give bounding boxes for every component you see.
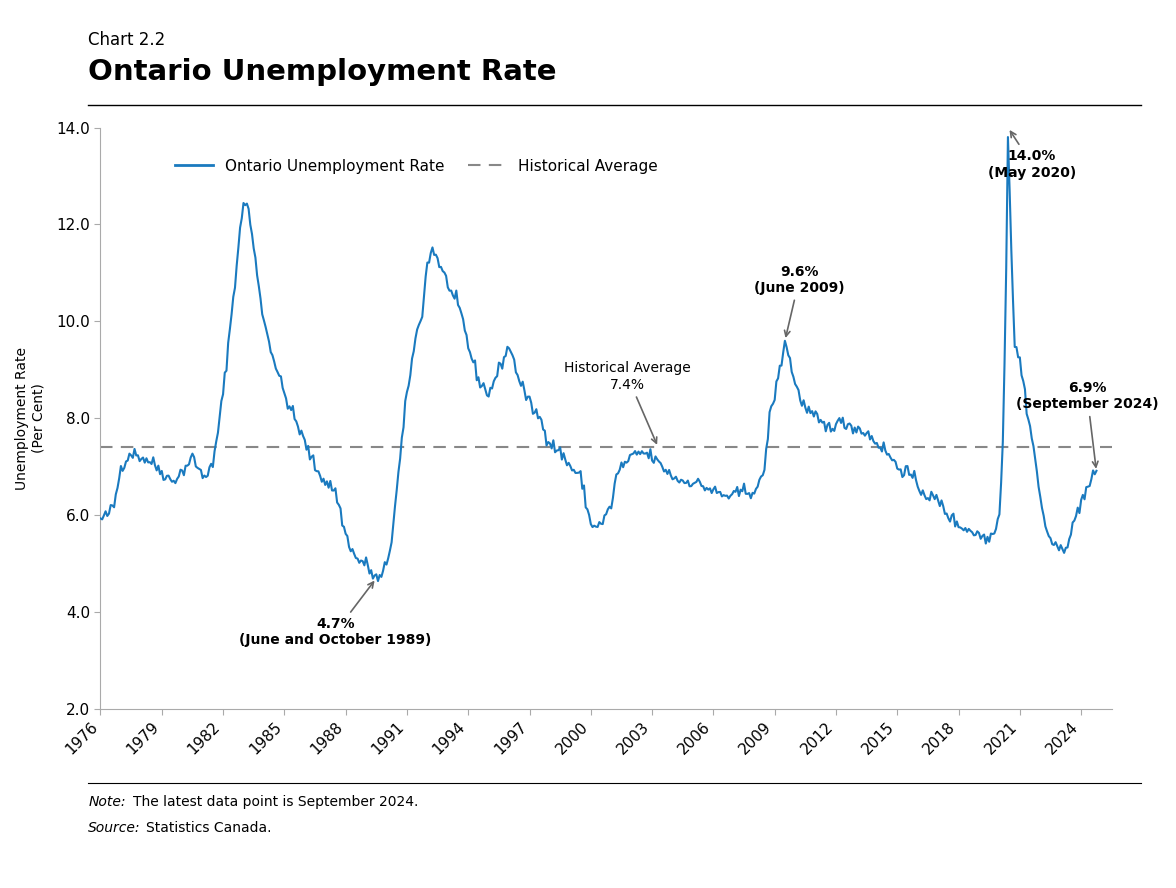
Text: Chart 2.2: Chart 2.2 xyxy=(88,31,166,49)
Text: Source:: Source: xyxy=(88,821,141,836)
Text: Note:: Note: xyxy=(88,795,126,809)
Text: 6.9%
(September 2024): 6.9% (September 2024) xyxy=(1016,381,1158,467)
Y-axis label: Unemployment Rate
(Per Cent): Unemployment Rate (Per Cent) xyxy=(15,347,45,490)
Text: The latest data point is September 2024.: The latest data point is September 2024. xyxy=(133,795,419,809)
Text: 4.7%
(June and October 1989): 4.7% (June and October 1989) xyxy=(239,582,432,647)
Text: Ontario Unemployment Rate: Ontario Unemployment Rate xyxy=(88,58,556,86)
Text: Statistics Canada.: Statistics Canada. xyxy=(146,821,272,836)
Text: 14.0%
(May 2020): 14.0% (May 2020) xyxy=(988,131,1076,179)
Legend: Ontario Unemployment Rate, Historical Average: Ontario Unemployment Rate, Historical Av… xyxy=(169,153,664,180)
Text: 9.6%
(June 2009): 9.6% (June 2009) xyxy=(754,265,844,337)
Text: Historical Average
7.4%: Historical Average 7.4% xyxy=(564,361,691,443)
